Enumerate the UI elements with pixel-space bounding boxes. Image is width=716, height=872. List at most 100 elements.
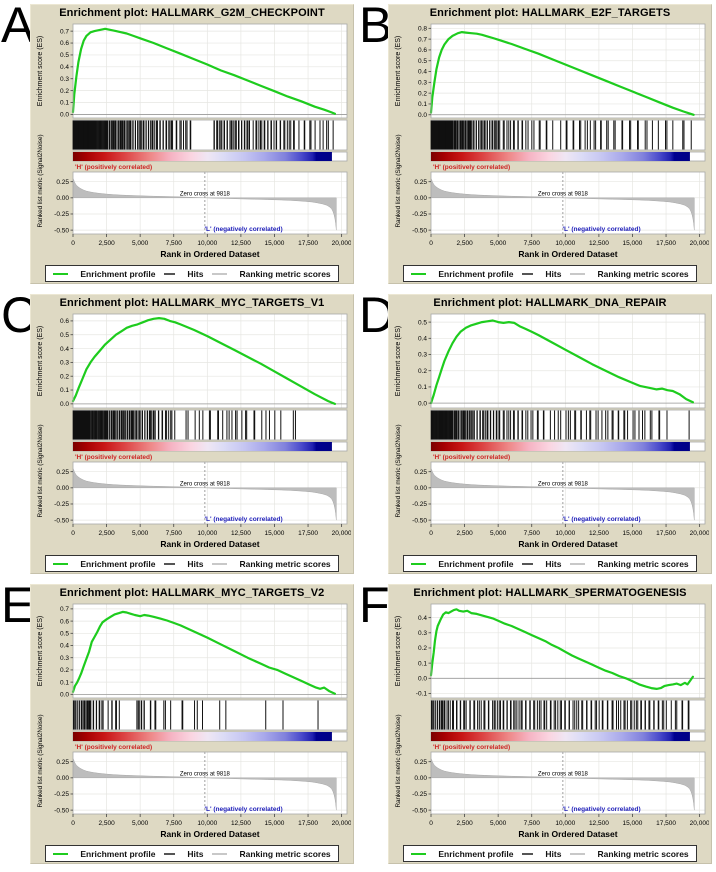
- svg-text:0.6: 0.6: [60, 40, 69, 47]
- svg-text:0.6: 0.6: [60, 318, 69, 325]
- ranking-metric-line-icon: [212, 852, 228, 855]
- svg-text:5,000: 5,000: [132, 820, 149, 827]
- ranking-metric-line-icon: [212, 562, 228, 565]
- svg-text:0.3: 0.3: [60, 76, 69, 83]
- svg-text:20,000: 20,000: [332, 530, 351, 537]
- legend-box: Enrichment profile Hits Ranking metric s…: [45, 265, 339, 282]
- legend-label-hits: Hits: [187, 558, 204, 569]
- gradient-bar: [431, 442, 690, 451]
- legend-label-hits: Hits: [545, 848, 562, 859]
- es-axis-label: Enrichment score (ES): [395, 616, 402, 686]
- svg-text:0.6: 0.6: [60, 618, 69, 625]
- svg-text:0.3: 0.3: [418, 352, 427, 359]
- panel-letter-F: F: [359, 577, 390, 633]
- svg-text:2,500: 2,500: [98, 820, 115, 827]
- svg-text:12,500: 12,500: [589, 240, 609, 247]
- svg-text:0.25: 0.25: [414, 469, 427, 476]
- legend-row: Enrichment profile Hits Ranking metric s…: [389, 265, 711, 282]
- gradient-bar: [431, 152, 690, 161]
- metric-axis-label: Ranked list metric (Signal2Noise): [37, 134, 44, 227]
- svg-text:7,500: 7,500: [524, 530, 541, 537]
- hits-line-icon: [164, 562, 176, 565]
- svg-text:0.2: 0.2: [418, 368, 427, 375]
- svg-text:17,500: 17,500: [298, 820, 318, 827]
- es-curve: [71, 27, 336, 115]
- svg-text:0.2: 0.2: [60, 373, 69, 380]
- svg-text:2,500: 2,500: [98, 530, 115, 537]
- svg-text:2,500: 2,500: [456, 820, 473, 827]
- svg-text:0.00: 0.00: [414, 485, 427, 492]
- es-curve: [429, 319, 694, 405]
- legend-box: Enrichment profile Hits Ranking metric s…: [403, 845, 697, 862]
- svg-text:-0.25: -0.25: [412, 501, 427, 508]
- enrichment-profile-line-icon: [411, 562, 427, 565]
- enrichment-profile-line-icon: [53, 852, 69, 855]
- hits-track: [72, 410, 296, 440]
- svg-text:20,000: 20,000: [690, 820, 709, 827]
- pos-correlated-label: 'H' (positively correlated): [433, 454, 510, 461]
- svg-text:7,500: 7,500: [524, 240, 541, 247]
- svg-text:10,000: 10,000: [197, 240, 217, 247]
- svg-text:0.0: 0.0: [60, 401, 69, 408]
- hits-track: [430, 410, 690, 440]
- hits-track: [73, 700, 319, 730]
- svg-text:0.4: 0.4: [60, 64, 69, 71]
- panel-B: Enrichment plot: HALLMARK_E2F_TARGETS 0.…: [388, 4, 712, 284]
- svg-text:0.4: 0.4: [60, 643, 69, 650]
- svg-text:0.7: 0.7: [60, 28, 69, 35]
- svg-text:0.4: 0.4: [418, 615, 427, 622]
- svg-text:-0.50: -0.50: [54, 517, 69, 524]
- svg-text:0: 0: [71, 820, 75, 827]
- ranking-metric-line-icon: [570, 272, 586, 275]
- svg-text:0.3: 0.3: [60, 655, 69, 662]
- panel-svg-D: 0.0 0.1 0.2 0.3 0.4 0.5 Enrichment score (ES) '…: [395, 313, 709, 549]
- es-curve: [71, 316, 336, 406]
- svg-text:0.2: 0.2: [60, 88, 69, 95]
- svg-text:12,500: 12,500: [231, 240, 251, 247]
- svg-text:2,500: 2,500: [456, 240, 473, 247]
- svg-text:-0.50: -0.50: [54, 807, 69, 814]
- panel-title: Enrichment plot: HALLMARK_G2M_CHECKPOINT: [59, 7, 325, 19]
- legend-row: Enrichment profile Hits Ranking metric s…: [389, 845, 711, 862]
- svg-text:-0.25: -0.25: [54, 211, 69, 218]
- svg-text:15,000: 15,000: [265, 820, 285, 827]
- ranking-metric-line-icon: [570, 562, 586, 565]
- svg-text:0.00: 0.00: [56, 195, 69, 202]
- hits-line-icon: [164, 852, 176, 855]
- svg-text:0: 0: [71, 530, 75, 537]
- svg-text:0.4: 0.4: [60, 346, 69, 353]
- svg-text:0.6: 0.6: [418, 47, 427, 54]
- svg-text:5,000: 5,000: [490, 240, 507, 247]
- svg-text:15,000: 15,000: [623, 820, 643, 827]
- hits-track: [431, 700, 690, 730]
- metric-axis-label: Ranked list metric (Signal2Noise): [395, 714, 402, 807]
- gradient-bar: [73, 442, 332, 451]
- pos-correlated-label: 'H' (positively correlated): [75, 744, 152, 751]
- panel-title: Enrichment plot: HALLMARK_MYC_TARGETS_V1: [59, 297, 325, 309]
- legend-box: Enrichment profile Hits Ranking metric s…: [45, 555, 339, 572]
- svg-text:12,500: 12,500: [231, 530, 251, 537]
- svg-text:0.2: 0.2: [418, 645, 427, 652]
- x-axis-label: Rank in Ordered Dataset: [518, 539, 617, 549]
- svg-text:-0.25: -0.25: [54, 791, 69, 798]
- svg-text:0: 0: [429, 530, 433, 537]
- legend-row: Enrichment profile Hits Ranking metric s…: [31, 265, 353, 282]
- svg-text:12,500: 12,500: [589, 530, 609, 537]
- svg-text:0.1: 0.1: [60, 679, 69, 686]
- ranking-metric-line-icon: [570, 852, 586, 855]
- svg-text:10,000: 10,000: [555, 820, 575, 827]
- svg-text:0.0: 0.0: [418, 112, 427, 119]
- gradient-bar: [73, 732, 332, 741]
- svg-text:0.2: 0.2: [60, 667, 69, 674]
- enrichment-profile-line-icon: [411, 852, 427, 855]
- svg-text:17,500: 17,500: [656, 530, 676, 537]
- svg-text:0: 0: [429, 240, 433, 247]
- gradient-bar: [431, 732, 690, 741]
- svg-text:10,000: 10,000: [555, 240, 575, 247]
- svg-text:0.00: 0.00: [414, 195, 427, 202]
- neg-correlated-label: 'L' (negatively correlated): [204, 226, 282, 233]
- panel-letter-E: E: [1, 577, 35, 633]
- svg-text:0.3: 0.3: [418, 80, 427, 87]
- ranking-metric-line-icon: [212, 272, 228, 275]
